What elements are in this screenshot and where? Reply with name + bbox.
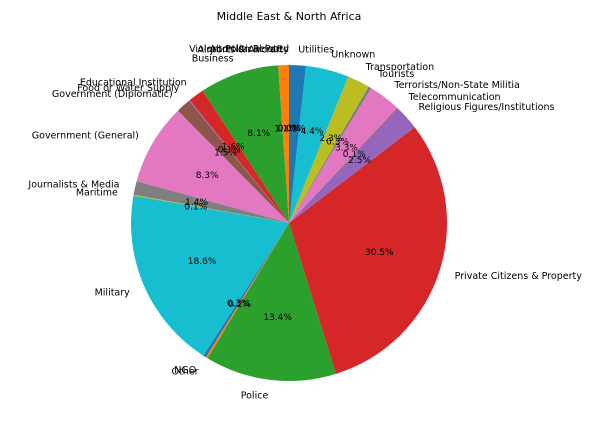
slice-unknown (289, 65, 349, 224)
slice-label-private-citizens-property: Private Citizens & Property (455, 271, 583, 282)
slice-label-religious-figures-institutions: Religious Figures/Institutions (419, 102, 555, 113)
slice-business (202, 65, 289, 223)
slice-label-other: Other (172, 366, 199, 377)
slice-food-or-water-supply (188, 100, 289, 223)
slice-label-government-diplomatic: Government (Diplomatic) (52, 89, 173, 100)
percent-label-airports-aircraft: 1.1% (274, 124, 297, 134)
percent-labels: 1.1%8.1%1.6%0.1%1.5%8.3%1.4%0.1%18.6%0.3… (184, 124, 394, 323)
slice-label-abortion-related: Abortion Related (209, 44, 289, 55)
percent-label-journalists-media: 1.4% (185, 198, 208, 208)
slice-label-food-or-water-supply: Food or Water Supply (77, 83, 179, 94)
slice-label-ngo: NGO (174, 365, 196, 376)
slice-label-unknown: Unknown (331, 49, 375, 60)
slice-government-general (136, 110, 289, 223)
slice-telecommunication (289, 107, 399, 223)
slice-label-violent-political-party: Violent Political Party (189, 44, 289, 55)
slice-label-transportation: Transportation (365, 62, 435, 73)
slice-ngo (203, 223, 289, 358)
slice-label-airports-aircraft: Airports & Aircraft (197, 44, 283, 55)
percent-label-government-diplomatic: 1.5% (214, 149, 237, 159)
slice-label-police: Police (241, 391, 269, 402)
pie-slices (130, 65, 448, 381)
percent-label-telecommunication: 0.1% (343, 150, 366, 160)
slice-government-diplomatic (177, 100, 289, 223)
percent-label-utilities: 1.7% (283, 124, 306, 134)
slice-label-maritime: Maritime (76, 188, 118, 199)
percent-label-transportation: 2.3% (319, 134, 342, 144)
percent-label-violent-political-party: 0.0% (278, 124, 301, 134)
percent-label-military: 18.6% (188, 257, 217, 267)
slice-terrorists-non-state-militia (289, 88, 398, 223)
slice-label-telecommunication: Telecommunication (408, 92, 501, 103)
slice-label-military: Military (95, 288, 131, 299)
percent-label-food-or-water-supply: 0.1% (218, 146, 241, 156)
slice-transportation (289, 76, 369, 223)
slice-police (207, 223, 337, 381)
chart-title: Middle East & North Africa (217, 10, 362, 23)
slice-label-government-general: Government (General) (32, 130, 139, 141)
percent-label-business: 8.1% (247, 129, 270, 139)
slice-airports-aircraft (278, 65, 289, 223)
slice-label-educational-institution: Educational Institution (80, 78, 187, 89)
slice-tourists (289, 86, 372, 223)
percent-label-private-citizens-property: 30.5% (365, 248, 394, 258)
percent-label-religious-figures-institutions: 2.5% (348, 156, 371, 166)
percent-label-police: 13.4% (263, 313, 292, 323)
slice-educational-institution (189, 90, 289, 224)
slice-label-tourists: Tourists (377, 69, 414, 80)
slice-utilities (289, 65, 306, 223)
percent-label-government-general: 8.3% (196, 171, 219, 181)
percent-label-ngo: 0.3% (227, 299, 250, 309)
slice-journalists-media (133, 181, 289, 223)
percent-label-maritime: 0.1% (184, 202, 207, 212)
percent-label-tourists: 0.3% (326, 138, 349, 148)
slice-label-terrorists-non-state-militia: Terrorists/Non-State Militia (393, 80, 520, 91)
percent-label-other: 0.2% (228, 300, 251, 310)
percent-label-terrorists-non-state-militia: 3.3% (335, 144, 358, 154)
percent-label-abortion-related: 0.0% (278, 124, 301, 134)
slice-private-citizens-property (289, 127, 448, 374)
slice-religious-figures-institutions (289, 108, 415, 223)
slice-military (130, 195, 289, 356)
percent-label-unknown: 4.4% (301, 127, 324, 137)
slice-label-journalists-media: Journalists & Media (27, 180, 119, 191)
slice-other (205, 223, 289, 359)
slice-maritime (133, 194, 289, 223)
percent-label-educational-institution: 1.6% (222, 142, 245, 152)
slice-label-utilities: Utilities (298, 44, 334, 55)
slice-label-business: Business (192, 53, 234, 64)
